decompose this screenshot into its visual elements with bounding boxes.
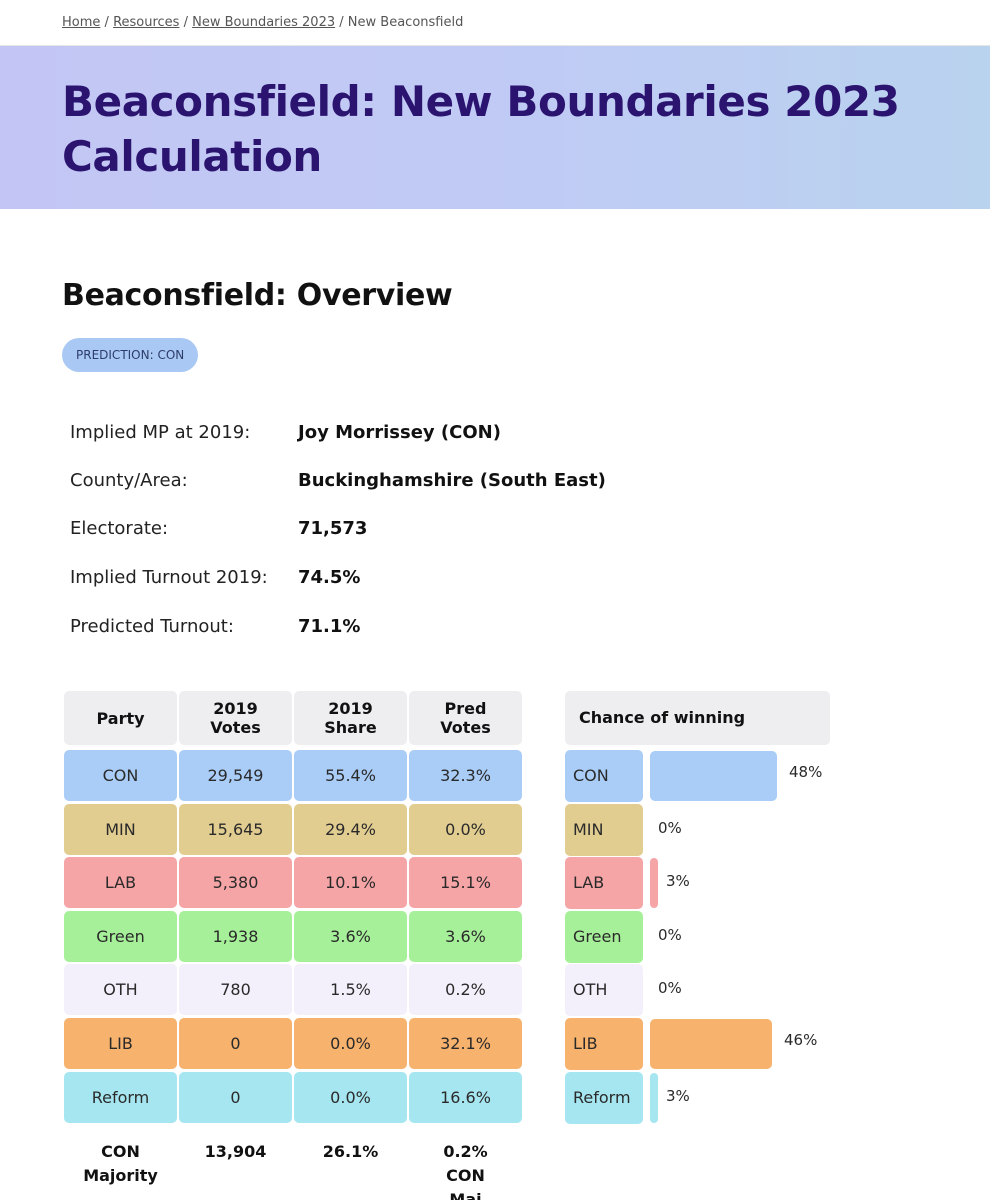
chance-bar: [650, 858, 658, 909]
table-cell-party: OTH: [64, 964, 177, 1016]
table-footer-share-2019: 26.1%: [322, 1142, 379, 1161]
top-bar: Home / Resources / New Boundaries 2023 /…: [0, 0, 990, 46]
info-row-predicted-turnout: Predicted Turnout: 71.1%: [70, 607, 670, 647]
table-cell-share-2019: 1.5%: [294, 964, 407, 1016]
info-value: Joy Morrissey (CON): [298, 422, 501, 443]
table-cell-pred-votes: 0.2%: [409, 964, 522, 1016]
table-cell-share-2019: 3.6%: [294, 910, 407, 962]
info-row-implied-mp: Implied MP at 2019: Joy Morrissey (CON): [70, 413, 670, 453]
breadcrumb-section-link[interactable]: New Boundaries 2023: [192, 15, 336, 30]
chance-percent: 0%: [658, 818, 682, 837]
chance-party-label: CON: [565, 750, 643, 802]
table-footer-pred-votes: 0.2% CON Maj: [443, 1142, 488, 1200]
info-label: Implied Turnout 2019:: [70, 567, 268, 588]
table-cell-party: Green: [64, 910, 177, 962]
breadcrumb-separator: /: [104, 15, 109, 30]
page-title: Beaconsfield: New Boundaries 2023 Calcul…: [62, 77, 900, 181]
overview-heading: Beaconsfield: Overview: [62, 278, 453, 313]
table-cell-pred-votes: 32.1%: [409, 1018, 522, 1069]
chance-bar: [650, 1072, 658, 1123]
table-cell-share-2019: 10.1%: [294, 857, 407, 909]
info-label: County/Area:: [70, 470, 188, 491]
table-cell-party: MIN: [64, 803, 177, 855]
chance-of-winning-header: Chance of winning: [565, 691, 830, 745]
table-footer-votes-2019: 13,904: [204, 1142, 267, 1161]
chance-party-label: MIN: [565, 803, 643, 856]
chance-percent: 48%: [789, 763, 823, 781]
info-label: Implied MP at 2019:: [70, 422, 251, 443]
chance-percent: 3%: [666, 1086, 690, 1105]
info-label: Predicted Turnout:: [70, 616, 234, 637]
info-row-electorate: Electorate: 71,573: [70, 509, 670, 549]
chance-percent: 0%: [658, 925, 682, 944]
table-cell-pred-votes: 16.6%: [409, 1071, 522, 1123]
chance-party-label: LIB: [565, 1018, 643, 1070]
chance-party-label: Green: [565, 910, 643, 963]
table-cell-votes-2019: 15,645: [179, 803, 292, 855]
info-row-implied-turnout: Implied Turnout 2019: 74.5%: [70, 558, 670, 598]
table-cell-votes-2019: 0: [179, 1071, 292, 1123]
breadcrumb-resources-link[interactable]: Resources: [113, 15, 180, 30]
chance-bar: [650, 751, 777, 801]
table-cell-party: CON: [64, 750, 177, 801]
table-header-share-2019: 2019 Share: [294, 691, 407, 745]
breadcrumb-separator: /: [339, 15, 344, 30]
chance-bar: [650, 1019, 772, 1069]
table-cell-pred-votes: 32.3%: [409, 750, 522, 801]
page-header-banner: Beaconsfield: New Boundaries 2023 Calcul…: [0, 46, 990, 209]
breadcrumb: Home / Resources / New Boundaries 2023 /…: [62, 15, 463, 30]
table-cell-share-2019: 55.4%: [294, 750, 407, 801]
table-header-party: Party: [64, 691, 177, 745]
table-header-pred-votes: Pred Votes: [409, 691, 522, 745]
prediction-badge: PREDICTION: CON: [62, 338, 199, 372]
table-cell-share-2019: 29.4%: [294, 803, 407, 855]
table-cell-votes-2019: 29,549: [179, 750, 292, 801]
table-cell-votes-2019: 1,938: [179, 910, 292, 962]
info-value: 71.1%: [298, 616, 361, 637]
info-value: 74.5%: [298, 567, 361, 588]
chance-percent: 0%: [658, 979, 682, 998]
table-cell-pred-votes: 15.1%: [409, 857, 522, 909]
table-cell-votes-2019: 5,380: [179, 857, 292, 909]
chance-percent: 3%: [666, 872, 690, 891]
table-cell-pred-votes: 3.6%: [409, 910, 522, 962]
table-cell-party: LIB: [64, 1018, 177, 1069]
table-cell-votes-2019: 780: [179, 964, 292, 1016]
info-value: 71,573: [298, 518, 368, 539]
table-cell-votes-2019: 0: [179, 1018, 292, 1069]
table-cell-party: Reform: [64, 1071, 177, 1123]
table-cell-share-2019: 0.0%: [294, 1071, 407, 1123]
chance-party-label: LAB: [565, 857, 643, 910]
info-row-county: County/Area: Buckinghamshire (South East…: [70, 461, 670, 501]
chance-party-label: Reform: [565, 1071, 643, 1124]
breadcrumb-separator: /: [183, 15, 188, 30]
chance-party-label: OTH: [565, 964, 643, 1017]
table-header-votes-2019: 2019 Votes: [179, 691, 292, 745]
chance-percent: 46%: [784, 1031, 818, 1049]
table-cell-pred-votes: 0.0%: [409, 803, 522, 855]
breadcrumb-home-link[interactable]: Home: [62, 15, 101, 30]
table-cell-share-2019: 0.0%: [294, 1018, 407, 1069]
info-label: Electorate:: [70, 518, 169, 539]
table-cell-party: LAB: [64, 857, 177, 909]
table-footer-party: CON Majority: [83, 1142, 158, 1185]
info-value: Buckinghamshire (South East): [298, 470, 606, 491]
breadcrumb-current: New Beaconsfield: [347, 15, 464, 30]
